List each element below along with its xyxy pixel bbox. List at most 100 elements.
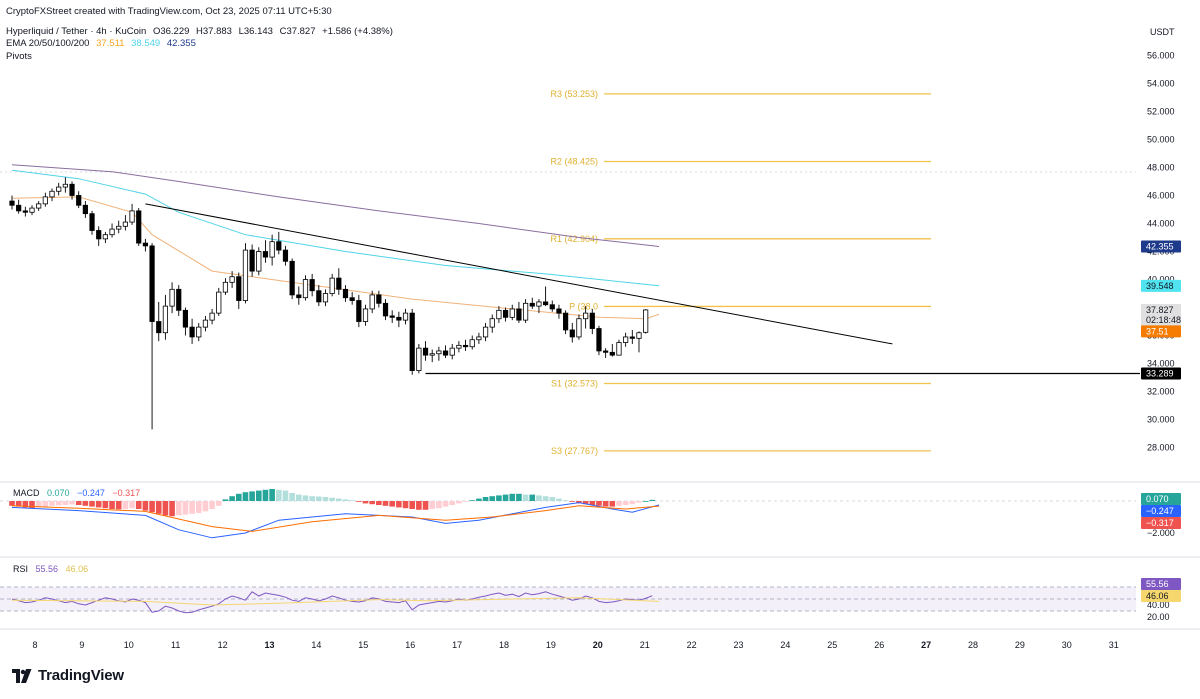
candle-body (596, 328, 602, 352)
x-tick-label: 31 (1109, 640, 1119, 650)
currency-label: USDT (1150, 27, 1175, 37)
candle-body (109, 228, 115, 236)
candle (36, 201, 42, 211)
macd-hist-bar (556, 498, 562, 501)
candle (76, 191, 82, 209)
candle (489, 314, 495, 333)
y-tick-label: 44.000 (1147, 218, 1175, 228)
candle-body (176, 288, 182, 311)
candle (616, 339, 622, 356)
candle-body (49, 190, 55, 198)
macd-hist-bar (209, 501, 215, 509)
macd-hist-bar (155, 501, 162, 514)
macd-hist-bar (35, 501, 42, 508)
macd-hist-bar (382, 501, 389, 506)
candle (29, 205, 35, 216)
x-tick-label: 30 (1062, 640, 1072, 650)
y-tick-label: 50.000 (1147, 134, 1175, 144)
candle-body (282, 249, 289, 262)
x-tick-label: 15 (358, 640, 368, 650)
pivot-label: P (38.0 (569, 301, 598, 311)
macd-hist-bar (162, 501, 169, 516)
x-tick-label: 18 (499, 640, 509, 650)
ema200-line (11, 164, 660, 247)
candle (296, 286, 302, 305)
candle (222, 278, 229, 295)
macd-hist-bar (202, 501, 209, 512)
candle-body (629, 336, 635, 339)
candle (563, 310, 569, 335)
macd-hist-bar (296, 494, 302, 501)
x-tick-label: 29 (1015, 640, 1025, 650)
macd-hist-bar (55, 501, 62, 506)
macd-hist-bar (309, 496, 315, 501)
tradingview-logo[interactable]: TradingView (12, 667, 124, 684)
macd-legend[interactable]: MACD 0.070 −0.247 −0.317 (13, 488, 145, 498)
candle-body (142, 242, 148, 247)
symbol-label[interactable]: Hyperliquid / Tether · 4h · KuCoin (6, 26, 147, 37)
candle-body (482, 326, 489, 338)
candle-body (569, 329, 575, 338)
price-tag-label: 33.289 (1146, 369, 1174, 379)
candle (623, 332, 629, 347)
x-tick-label: 27 (921, 640, 931, 650)
candle (336, 268, 342, 295)
candle-body (149, 245, 155, 322)
ema50-line (11, 196, 660, 320)
macd-hist-bar (15, 501, 22, 507)
candle (136, 208, 142, 246)
countdown-label: 02:18:48 (1146, 315, 1181, 325)
macd-hist-bar (449, 501, 456, 505)
candle (142, 238, 148, 252)
macd-hist-bar (29, 501, 35, 509)
macd-hist-bar (629, 501, 636, 505)
macd-hist-bar (456, 501, 462, 504)
ema-legend[interactable]: EMA 20/50/100/200 37.511 38.549 42.355 (6, 38, 200, 49)
high-value: H37.883 (196, 26, 232, 37)
macd-hist-bar (462, 501, 469, 502)
candle-body (329, 277, 335, 294)
y-tick-label: 30.000 (1147, 415, 1175, 425)
x-tick-label: 20 (593, 640, 603, 650)
macd-hist-bar (276, 489, 282, 501)
candle-body (136, 210, 142, 244)
rsi-legend[interactable]: RSI 55.56 46.06 (13, 564, 93, 574)
candle (589, 308, 595, 335)
candle-body (543, 301, 549, 306)
macd-hist-bar (602, 501, 609, 507)
x-tick-label: 9 (79, 640, 84, 650)
candle (436, 346, 442, 361)
candle (9, 195, 15, 210)
candle-body (376, 294, 382, 304)
candle-body (529, 302, 535, 307)
candle (596, 325, 602, 356)
macd-hist-bar (89, 501, 95, 507)
macd-hist-bar (149, 501, 155, 513)
rsi-tag-label: 46.06 (1146, 591, 1169, 601)
candle-body (202, 319, 209, 328)
macd-hist-bar (496, 495, 502, 501)
candle-body (276, 241, 282, 251)
candle (182, 307, 189, 336)
candle-body (222, 281, 229, 293)
pivots-legend[interactable]: Pivots (6, 51, 32, 62)
macd-hist-bar (396, 501, 402, 508)
macd-hist-bar (469, 500, 476, 501)
price-tag-label: 37.51 (1146, 326, 1169, 336)
candle (362, 304, 369, 326)
candle (522, 299, 529, 323)
macd-hist-bar (389, 501, 395, 507)
pivot-label: R3 (53.253) (550, 89, 598, 99)
macd-hist-bar (569, 501, 576, 502)
candle (256, 247, 262, 276)
macd-hist-bar (262, 489, 269, 501)
candle-body (296, 294, 302, 299)
candle-body (229, 276, 235, 283)
candle-body (422, 347, 429, 356)
pivot-label: R2 (48.425) (550, 157, 598, 167)
candle (289, 258, 295, 300)
macd-tag (1141, 493, 1181, 505)
macd-hist-bar (175, 501, 182, 516)
candle (216, 287, 222, 316)
